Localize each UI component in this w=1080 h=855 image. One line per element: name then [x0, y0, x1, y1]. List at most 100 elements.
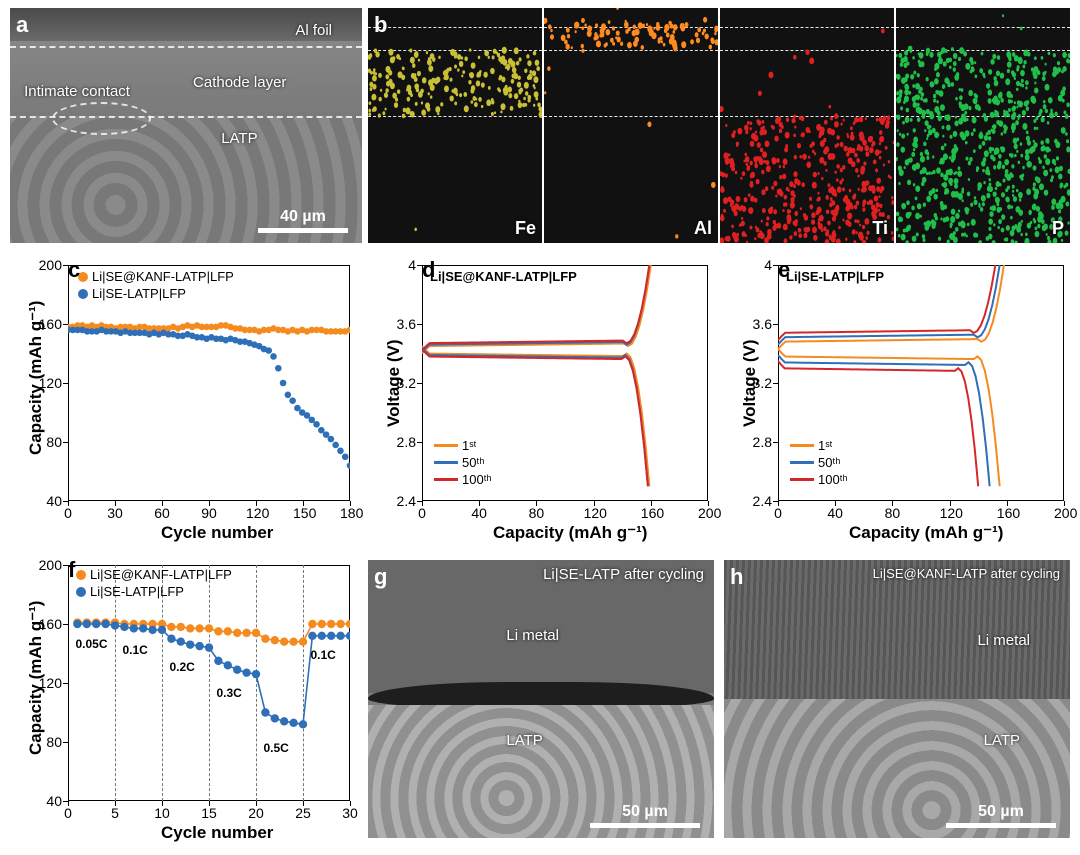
xtick: 200: [698, 505, 718, 521]
ytick: 200: [39, 257, 62, 273]
eds-label-p: P: [1052, 218, 1064, 239]
rate-label: 0.5C: [264, 741, 289, 755]
xtick: 80: [526, 505, 546, 521]
xtick: 10: [152, 805, 172, 821]
legend-f: Li|SE@KANF-LATP|LFP Li|SE-LATP|LFP: [76, 567, 232, 601]
xtick: 180: [340, 505, 360, 521]
xtick: 40: [825, 505, 845, 521]
panel-g: Li|SE-LATP after cycling Li metal LATP 5…: [368, 560, 714, 838]
ytick: 3.6: [753, 316, 772, 332]
ytick: 80: [46, 434, 62, 450]
panel-b: Fe Al Ti P b: [368, 8, 1070, 243]
panel-label-g: g: [374, 564, 387, 590]
xtick: 20: [246, 805, 266, 821]
legend-item: 50ᵗʰ: [462, 455, 484, 470]
sem-image-a: Al foil Cathode layer Intimate contact L…: [10, 8, 362, 243]
eds-map-p: P: [896, 8, 1070, 243]
eds-label-ti: Ti: [872, 218, 888, 239]
scalebar-a: 40 µm: [258, 208, 348, 233]
ytick: 4: [764, 257, 772, 273]
xtick: 80: [882, 505, 902, 521]
eds-map-fe: Fe: [368, 8, 542, 243]
ytick: 2.4: [753, 493, 772, 509]
eds-label-fe: Fe: [515, 218, 536, 239]
intimate-contact-ellipse: [52, 102, 151, 135]
legend-item: 1ˢᵗ: [818, 438, 833, 453]
eds-label-al: Al: [694, 218, 712, 239]
ylabel: Voltage (V): [740, 339, 760, 427]
legend-item: Li|SE-LATP|LFP: [92, 286, 186, 301]
xlabel: Cycle number: [161, 523, 273, 543]
xtick: 60: [152, 505, 172, 521]
title-h: Li|SE@KANF-LATP after cycling: [873, 566, 1060, 581]
rate-label: 0.1C: [311, 648, 336, 662]
panel-c: c 03060901201501804080120160200Capacity …: [10, 255, 356, 543]
ann-g-bottom: LATP: [506, 732, 542, 749]
eds-map-ti: Ti: [720, 8, 894, 243]
ytick: 2.4: [397, 493, 416, 509]
xtick: 120: [940, 505, 960, 521]
eds-strip: Fe Al Ti P: [368, 8, 1070, 243]
ytick: 2.8: [753, 434, 772, 450]
xtick: 30: [105, 505, 125, 521]
panel-a: Al foil Cathode layer Intimate contact L…: [10, 8, 362, 243]
xtick: 200: [1054, 505, 1074, 521]
sem-image-g: Li|SE-LATP after cycling Li metal LATP 5…: [368, 560, 714, 838]
ytick: 2.8: [397, 434, 416, 450]
panel-label-f: f: [68, 557, 75, 583]
xtick: 120: [584, 505, 604, 521]
legend-item: 100ᵗʰ: [462, 472, 492, 487]
figure-grid: Al foil Cathode layer Intimate contact L…: [0, 0, 1080, 855]
ann-g-top: Li metal: [506, 627, 559, 644]
panel-label-a: a: [16, 12, 28, 38]
xtick: 30: [340, 805, 360, 821]
legend-item: 1ˢᵗ: [462, 438, 477, 453]
panel-label-h: h: [730, 564, 743, 590]
xlabel: Capacity (mAh g⁻¹): [493, 523, 647, 543]
ytick: 40: [46, 493, 62, 509]
xtick: 5: [105, 805, 125, 821]
legend-item: Li|SE-LATP|LFP: [90, 584, 184, 599]
legend-item: 100ᵗʰ: [818, 472, 848, 487]
panel-d: d 040801201602002.42.83.23.64Voltage (V)…: [368, 255, 714, 543]
ytick: 40: [46, 793, 62, 809]
ytick: 3.6: [397, 316, 416, 332]
scalebar-g-text: 50 µm: [622, 803, 668, 820]
ytick: 4: [408, 257, 416, 273]
panel-e: e 040801201602002.42.83.23.64Voltage (V)…: [724, 255, 1070, 543]
panel-label-c: c: [68, 257, 80, 283]
legend-voltage: 1ˢᵗ 50ᵗʰ 100ᵗʰ: [790, 438, 848, 489]
xtick: 40: [469, 505, 489, 521]
eds-map-al: Al: [544, 8, 718, 243]
ytick: 200: [39, 557, 62, 573]
rate-label: 0.1C: [123, 643, 148, 657]
ann-intimate-contact: Intimate contact: [24, 83, 130, 100]
scalebar-g: 50 µm: [590, 803, 700, 828]
rate-label: 0.05C: [76, 637, 108, 651]
ann-latp: LATP: [221, 130, 257, 147]
inplot-title: Li|SE@KANF-LATP|LFP: [430, 269, 577, 284]
legend-c: Li|SE@KANF-LATP|LFPLi|SE-LATP|LFP: [78, 269, 234, 303]
xtick: 160: [641, 505, 661, 521]
xtick: 160: [997, 505, 1017, 521]
xlabel: Capacity (mAh g⁻¹): [849, 523, 1003, 543]
ylabel: Capacity (mAh g⁻¹): [26, 301, 46, 455]
rate-label: 0.2C: [170, 660, 195, 674]
title-g: Li|SE-LATP after cycling: [543, 566, 704, 583]
xtick: 120: [246, 505, 266, 521]
sem-image-h: Li|SE@KANF-LATP after cycling Li metal L…: [724, 560, 1070, 838]
ann-al-foil: Al foil: [295, 22, 332, 39]
rate-label: 0.3C: [217, 686, 242, 700]
scalebar-h: 50 µm: [946, 803, 1056, 828]
legend-item: 50ᵗʰ: [818, 455, 840, 470]
ann-h-top: Li metal: [977, 632, 1030, 649]
legend-item: Li|SE@KANF-LATP|LFP: [90, 567, 232, 582]
xtick: 15: [199, 805, 219, 821]
panel-h: Li|SE@KANF-LATP after cycling Li metal L…: [724, 560, 1070, 838]
xtick: 150: [293, 505, 313, 521]
panel-label-b: b: [374, 12, 387, 38]
xtick: 90: [199, 505, 219, 521]
xtick: 25: [293, 805, 313, 821]
panel-label-e: e: [778, 257, 790, 283]
inplot-title: Li|SE-LATP|LFP: [786, 269, 884, 284]
